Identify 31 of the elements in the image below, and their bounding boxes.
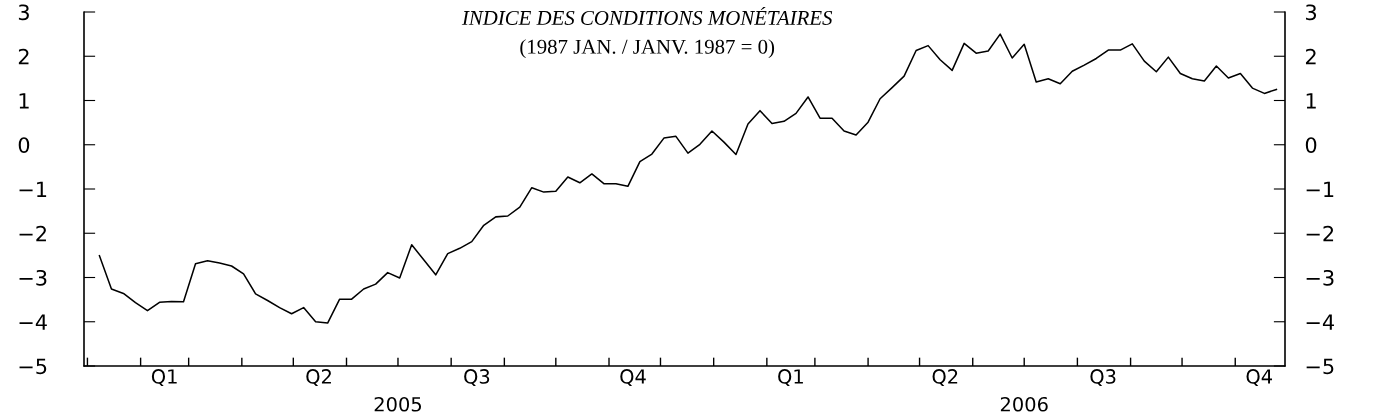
- y-tick-label: 1: [19, 93, 29, 109]
- text: 2006: [1000, 396, 1048, 412]
- x-tick-label: Q2: [306, 369, 331, 387]
- y2-tick-label: 1: [1306, 93, 1316, 109]
- y-tick-label: −4: [19, 314, 47, 330]
- y-tick-label: −5: [19, 358, 47, 375]
- x-tick-label: Q2: [932, 369, 958, 387]
- x-tick-label: Q4: [620, 369, 646, 387]
- y2-tick-label: −1: [1306, 181, 1334, 197]
- x-tick-label: Q1: [778, 369, 803, 387]
- y2-tick-label: −5: [1306, 358, 1334, 375]
- y-tick-label: 3: [18, 4, 29, 21]
- y-tick-label: −3: [19, 269, 47, 286]
- chart-title: INDICE DES CONDITIONS MONÉTAIRES: [461, 6, 833, 25]
- y2-tick-label: 2: [1305, 48, 1316, 65]
- x-tick-label: Q1: [151, 369, 177, 387]
- y-tick-label: −1: [19, 181, 47, 197]
- y2-tick-label: 0: [1305, 137, 1317, 153]
- y-tick-label: 2: [18, 48, 29, 65]
- y2-tick-label: −2: [1306, 225, 1334, 242]
- x-tick-label: Q3: [1090, 369, 1116, 387]
- x-tick-label: Q3: [464, 369, 490, 387]
- text: (1987 JAN. / JANV. 1987 = 0): [520, 39, 775, 59]
- x-tick-label: Q4: [1246, 369, 1273, 387]
- text: 2005: [374, 396, 422, 412]
- y2-tick-label: −4: [1306, 314, 1334, 330]
- y2-tick-label: 3: [1306, 4, 1317, 21]
- y-tick-label: −2: [19, 225, 46, 242]
- line-series: [98, 33, 1278, 324]
- y-tick-label: 0: [18, 137, 30, 153]
- y2-tick-label: −3: [1306, 269, 1334, 286]
